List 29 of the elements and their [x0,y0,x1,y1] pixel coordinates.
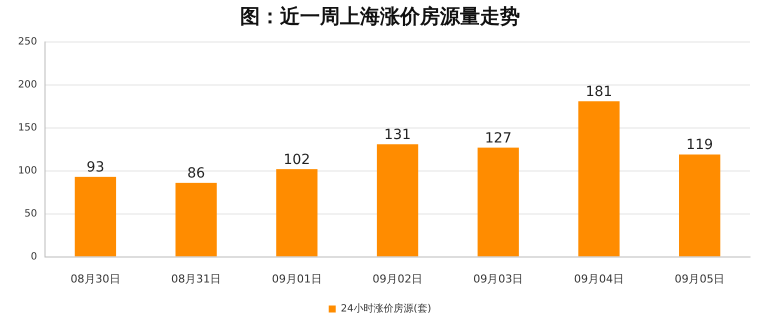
bar [276,169,318,256]
bar [578,101,620,256]
data-label: 131 [384,126,411,143]
y-tick-label: 200 [18,80,38,91]
data-label: 181 [586,84,612,100]
y-tick-label: 0 [30,251,38,262]
x-tick-label: 09月04日 [574,272,624,286]
data-label: 86 [187,166,206,182]
x-tick-label: 09月02日 [372,272,423,286]
x-tick-label: 09月05日 [674,272,725,286]
data-label: 127 [484,130,512,146]
bar [376,144,418,256]
y-tick-label: 100 [18,165,38,176]
bar [478,148,519,256]
y-tick-label: 150 [18,122,38,134]
bar [679,154,720,256]
x-tick-label: 09月03日 [473,272,524,286]
bar [175,182,217,256]
x-tick-label: 09月01日 [272,272,322,286]
bar [74,176,116,256]
x-tick-label: 08月31日 [171,272,222,286]
x-tick-label: 08月30日 [70,272,120,286]
data-label: 93 [86,160,104,176]
chart-title: 图：近一周上海涨价房源量走势 [240,4,520,28]
data-label: 102 [283,152,310,168]
legend-label: 24小时涨价房源(套) [340,302,432,315]
data-label: 119 [686,137,714,154]
y-tick-label: 250 [18,36,38,48]
y-tick-label: 50 [24,208,38,220]
